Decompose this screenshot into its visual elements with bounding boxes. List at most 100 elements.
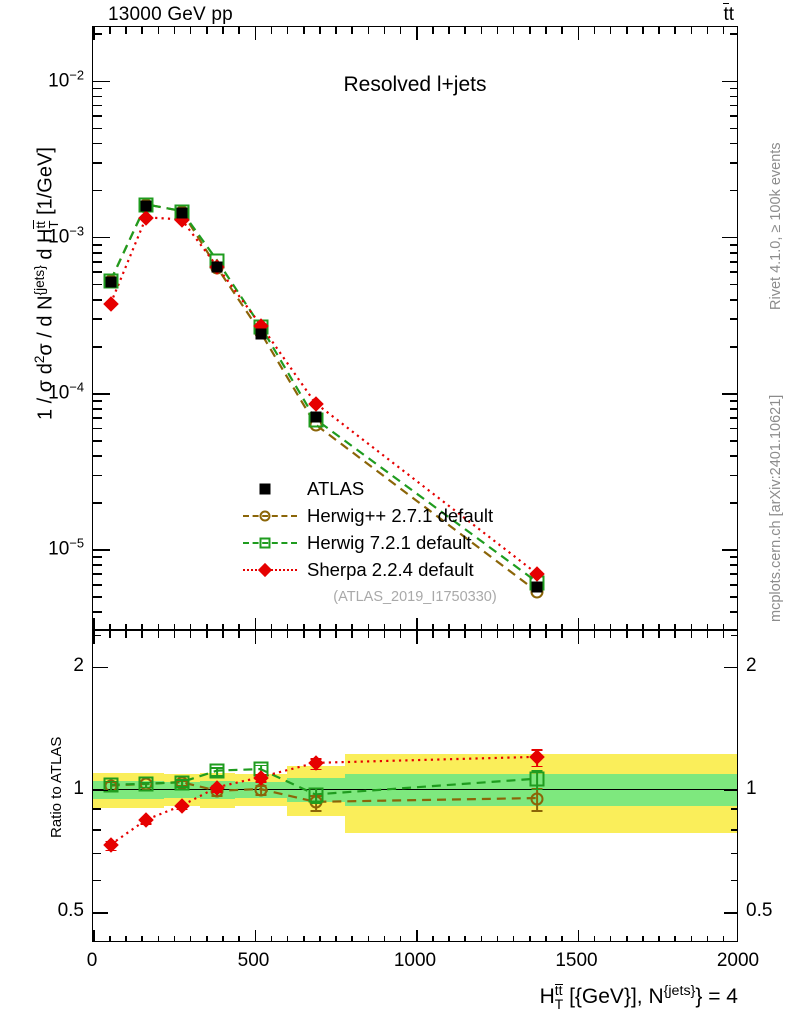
error-bar-cap [531,788,543,791]
ratio-y-tick-label-right: 2 [746,654,757,676]
axis-tick [730,440,737,442]
error-bar-cap [211,775,223,777]
axis-tick [496,631,499,638]
ratio-point-herwig-7-2-1-default [103,777,119,793]
axis-tick [731,829,737,831]
error-bar-cap [140,786,152,789]
axis-tick [496,27,499,34]
axis-tick [254,618,257,629]
axis-tick [609,936,612,941]
axis-tick [731,634,737,637]
axis-tick [731,879,737,882]
axis-tick [593,936,596,941]
axis-tick [432,624,434,629]
axis-tick [545,27,547,34]
axis-tick [270,624,273,629]
axis-tick [730,95,737,98]
axis-tick [93,400,102,402]
data-point-atlas [140,200,152,212]
axis-tick [399,936,402,941]
axis-tick [157,624,160,629]
legend-key-herwig7 [243,533,297,553]
error-bar-cap [176,779,188,781]
axis-tick [529,936,531,941]
error-bar [180,779,183,787]
axis-tick [286,624,289,629]
axis-tick [730,104,737,107]
axis-tick [383,27,386,34]
axis-tick [730,189,737,192]
axis-tick [93,634,101,637]
axis-tick [730,408,737,410]
axis-tick [730,596,737,598]
axis-tick [625,936,628,941]
axis-tick [730,243,737,246]
axis-tick [383,631,386,638]
axis-tick [93,115,102,117]
axis-tick [93,393,110,395]
error-bar-cap [310,810,322,812]
axis-tick [706,624,709,629]
axis-tick [93,127,102,130]
axis-tick [399,631,402,638]
analysis-watermark: (ATLAS_2019_I1750330) [333,589,497,605]
y-tick-label: 10−3 [48,223,84,248]
axis-tick [125,936,127,941]
error-bar-cap [211,767,223,769]
axis-tick [93,789,108,792]
ratio-series-layer [110,755,536,846]
error-bar-cap [176,786,188,788]
ratio-y-tick-label-left: 1 [73,777,84,799]
axis-tick [432,631,434,638]
axis-tick [730,583,737,586]
axis-tick [383,936,386,941]
axis-tick [529,27,531,34]
axis-tick [512,936,515,941]
axis-tick [222,936,224,941]
axis-tick [319,624,321,629]
x-tick-label: 1000 [393,950,437,971]
axis-tick [690,27,693,34]
axis-tick [609,631,612,638]
axis-tick [480,27,483,34]
legend: ATLAS Herwig++ 2.7.1 default Herwig 7.2.… [243,475,493,583]
error-bar-cap [105,780,117,783]
axis-tick [93,549,110,551]
axis-tick [335,936,337,941]
error-bar [314,787,317,803]
axis-tick [730,87,737,90]
axis-tick [93,556,102,559]
beam-label: 13000 GeV pp [108,4,233,25]
axis-tick [173,27,176,34]
axis-tick [658,936,660,941]
axis-tick [706,27,709,34]
axis-tick [254,27,257,40]
axis-tick [722,624,725,629]
error-bar [260,764,262,775]
axis-tick [351,27,353,34]
axis-tick [93,930,95,941]
error-bar-cap [310,802,322,804]
axis-tick [512,27,515,34]
legend-entry-sherpa: Sherpa 2.2.4 default [243,556,493,583]
axis-tick [731,852,737,855]
axis-tick [93,829,101,831]
axis-tick [93,260,102,263]
axis-tick [93,142,102,145]
x-tick-label: 1500 [555,950,598,971]
axis-tick [730,251,737,254]
axis-tick [722,631,725,638]
open-square-icon [259,537,271,548]
axis-tick [286,936,289,941]
axis-tick [642,631,644,638]
axis-tick [561,27,563,34]
axis-tick [93,455,102,457]
legend-key-atlas [243,479,297,499]
axis-tick [642,624,644,629]
axis-tick [93,427,102,430]
axis-tick [730,427,737,430]
axis-tick [254,631,257,644]
main-plot-area: Resolved l+jets (ATLAS_2019_I1750330) AT… [93,27,737,629]
axis-tick [416,618,418,629]
axis-tick [109,936,111,941]
